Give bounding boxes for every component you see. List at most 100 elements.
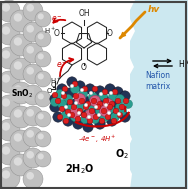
Circle shape	[70, 108, 80, 119]
Circle shape	[57, 114, 63, 120]
Circle shape	[69, 112, 75, 118]
Circle shape	[23, 22, 43, 42]
Circle shape	[108, 92, 118, 101]
Circle shape	[95, 119, 105, 129]
Circle shape	[80, 88, 84, 92]
Bar	[130, 0, 188, 189]
Circle shape	[90, 115, 99, 123]
Polygon shape	[40, 0, 135, 189]
Circle shape	[14, 109, 22, 118]
Circle shape	[99, 105, 111, 116]
Circle shape	[74, 94, 86, 105]
Circle shape	[101, 108, 107, 114]
Circle shape	[83, 104, 89, 110]
Circle shape	[115, 94, 124, 104]
Circle shape	[23, 106, 43, 126]
Circle shape	[99, 92, 103, 96]
Circle shape	[14, 85, 22, 94]
Circle shape	[23, 1, 43, 21]
Circle shape	[67, 99, 73, 105]
Circle shape	[107, 104, 113, 110]
Circle shape	[38, 133, 44, 139]
Circle shape	[82, 86, 88, 92]
Circle shape	[79, 90, 87, 98]
Circle shape	[87, 118, 93, 124]
Circle shape	[2, 74, 10, 83]
Circle shape	[93, 108, 103, 118]
Circle shape	[10, 82, 32, 104]
Circle shape	[57, 84, 67, 94]
Circle shape	[76, 102, 84, 112]
Circle shape	[75, 81, 85, 91]
Circle shape	[117, 112, 121, 116]
Circle shape	[2, 50, 10, 59]
Circle shape	[61, 91, 65, 95]
Circle shape	[103, 109, 113, 119]
Circle shape	[38, 73, 44, 80]
Circle shape	[35, 131, 51, 147]
Circle shape	[94, 105, 98, 109]
Circle shape	[38, 53, 44, 60]
Circle shape	[64, 94, 73, 104]
Circle shape	[58, 99, 67, 108]
Circle shape	[14, 13, 22, 22]
Circle shape	[35, 31, 51, 47]
Circle shape	[87, 115, 91, 119]
Circle shape	[84, 109, 96, 121]
Circle shape	[26, 46, 34, 54]
Circle shape	[120, 112, 130, 122]
Circle shape	[97, 101, 103, 107]
Text: SnO$_2$: SnO$_2$	[11, 88, 33, 100]
Circle shape	[10, 58, 32, 80]
Circle shape	[50, 94, 60, 104]
Circle shape	[101, 112, 109, 122]
Circle shape	[35, 11, 51, 27]
Circle shape	[73, 106, 83, 116]
Circle shape	[89, 108, 95, 114]
Circle shape	[0, 119, 20, 141]
Text: H$^+$: H$^+$	[44, 26, 56, 36]
Circle shape	[63, 108, 73, 118]
Circle shape	[26, 67, 34, 75]
Circle shape	[79, 98, 85, 104]
Circle shape	[118, 106, 127, 115]
Circle shape	[93, 114, 99, 120]
Circle shape	[96, 106, 105, 115]
Circle shape	[105, 114, 111, 120]
Circle shape	[115, 98, 121, 104]
Circle shape	[63, 118, 69, 124]
Circle shape	[99, 118, 105, 124]
Circle shape	[0, 167, 20, 189]
Text: O: O	[54, 29, 60, 37]
Circle shape	[35, 151, 51, 167]
Circle shape	[14, 61, 22, 70]
Circle shape	[65, 88, 75, 98]
Circle shape	[2, 146, 10, 155]
Circle shape	[0, 47, 20, 69]
Circle shape	[109, 91, 113, 95]
Circle shape	[67, 77, 77, 87]
Circle shape	[95, 104, 101, 110]
Circle shape	[85, 84, 95, 94]
Circle shape	[10, 154, 32, 176]
Circle shape	[84, 103, 88, 107]
Circle shape	[38, 93, 44, 99]
Circle shape	[14, 157, 22, 166]
Circle shape	[83, 122, 93, 132]
Circle shape	[59, 106, 65, 112]
Circle shape	[55, 98, 61, 104]
Text: e$^-$: e$^-$	[51, 14, 63, 24]
Circle shape	[110, 99, 120, 109]
Circle shape	[109, 101, 115, 107]
Circle shape	[124, 99, 133, 108]
Text: Nafion
matrix: Nafion matrix	[145, 71, 171, 91]
Circle shape	[62, 86, 68, 92]
Circle shape	[0, 143, 20, 165]
Circle shape	[52, 92, 58, 98]
Circle shape	[107, 116, 117, 126]
Circle shape	[35, 51, 51, 67]
Text: e$^-$: e$^-$	[56, 60, 68, 70]
Circle shape	[58, 101, 68, 111]
Circle shape	[113, 87, 123, 97]
Circle shape	[10, 34, 32, 56]
